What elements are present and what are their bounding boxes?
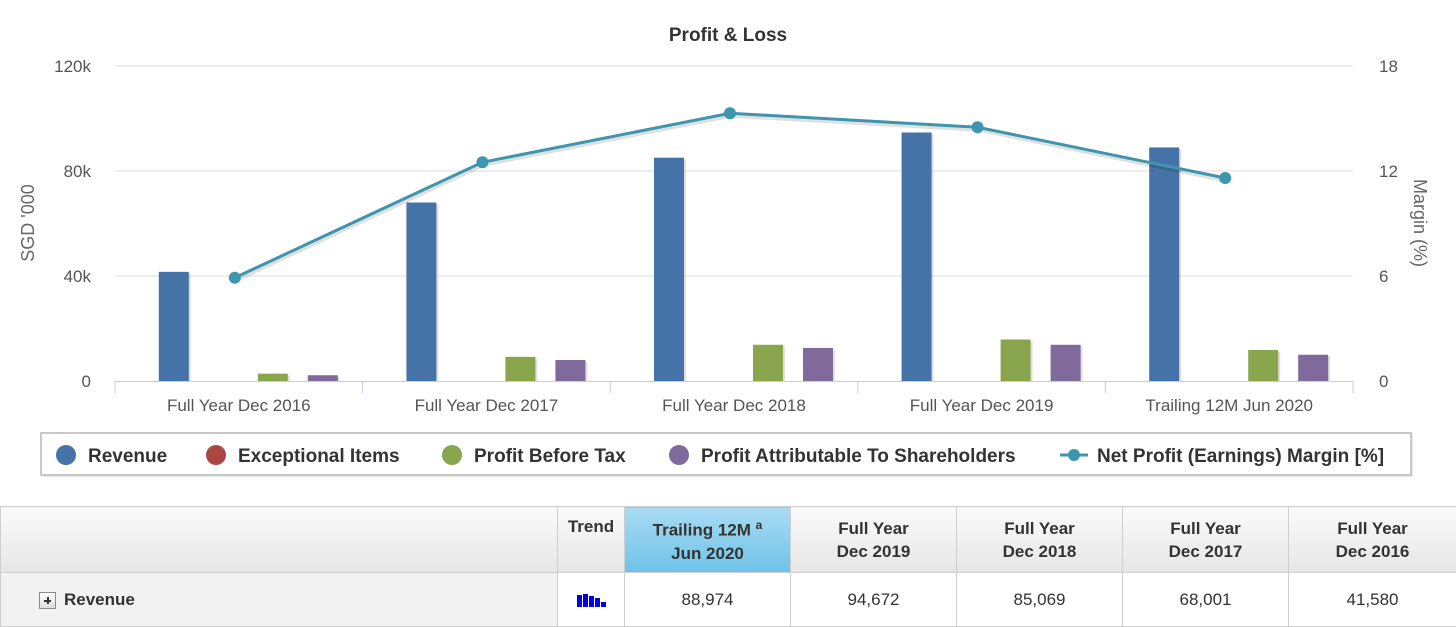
y-right-tick-label: 6 <box>1379 267 1388 286</box>
header-line2: Dec 2017 <box>1168 541 1243 561</box>
trend-cell[interactable] <box>557 572 625 627</box>
table-header-period[interactable]: Full Year Dec 2019 <box>790 506 957 573</box>
y-right-tick-label: 12 <box>1379 162 1398 181</box>
bar <box>1298 354 1329 381</box>
legend-marker <box>56 445 76 465</box>
header-footnote-marker: a <box>755 518 763 533</box>
y-left-tick-label: 40k <box>64 267 92 286</box>
table-header-trend: Trend <box>557 506 625 573</box>
header-line2: Dec 2018 <box>1002 541 1077 561</box>
y-left-axis-title: SGD '000 <box>18 184 38 261</box>
table-cell: 68,001 <box>1122 572 1289 627</box>
legend-label: Exceptional Items <box>238 446 400 467</box>
legend-label: Revenue <box>88 446 167 467</box>
legend-marker <box>1068 449 1080 461</box>
bar <box>307 375 338 381</box>
y-left-tick-label: 0 <box>82 372 91 391</box>
bar <box>257 373 288 381</box>
bar <box>505 356 536 381</box>
bar <box>1248 350 1279 381</box>
header-line1: Full Year <box>1004 518 1075 538</box>
margin-line <box>234 111 1226 280</box>
header-line1: Full Year <box>838 518 909 538</box>
table-header-period[interactable]: Full Year Dec 2017 <box>1122 506 1289 573</box>
margin-point <box>228 271 241 284</box>
table-header-row: Trend Trailing 12M a Jun 2020 Full Year … <box>0 506 1456 573</box>
x-tick-label: Full Year Dec 2017 <box>415 396 559 415</box>
profit-loss-chart: Profit & Loss 0 40k 80k 120k 0 6 12 18 SGD '000 Ma… <box>18 25 1430 477</box>
bar <box>1000 339 1031 381</box>
legend-label: Profit Attributable To Shareholders <box>701 446 1016 467</box>
y-left-tick-label: 120k <box>54 57 91 76</box>
header-line1: Trailing 12M <box>652 520 751 540</box>
legend-box <box>40 432 1412 476</box>
chart-title: Profit & Loss <box>669 25 787 46</box>
header-line2: Jun 2020 <box>671 543 744 563</box>
margin-point <box>724 107 736 120</box>
legend-label: Net Profit (Earnings) Margin [%] <box>1097 446 1384 467</box>
y-right-axis-title: Margin (%) <box>1410 179 1430 267</box>
header-line2: Dec 2016 <box>1335 541 1410 561</box>
line-shadow <box>234 112 1227 283</box>
table-cell: 88,974 <box>624 572 791 627</box>
y-right-tick-label: 0 <box>1379 372 1388 391</box>
row-label: Revenue <box>64 589 135 609</box>
row-label-cell: Revenue <box>0 572 558 627</box>
table-cell: 94,672 <box>790 572 957 627</box>
expand-plus-icon[interactable] <box>39 591 56 609</box>
x-tick-label: Full Year Dec 2018 <box>662 396 806 415</box>
financial-table: Trend Trailing 12M a Jun 2020 Full Year … <box>0 506 1456 627</box>
table-header-label <box>0 506 558 573</box>
table-cell: 41,580 <box>1288 572 1456 627</box>
table-header-period[interactable]: Full Year Dec 2018 <box>956 506 1123 573</box>
x-tick-label: Full Year Dec 2019 <box>910 396 1054 415</box>
x-tick-label: Trailing 12M Jun 2020 <box>1145 396 1313 415</box>
margin-point <box>1219 172 1232 184</box>
margin-point <box>476 156 489 169</box>
bar <box>803 347 833 381</box>
header-line1: Full Year <box>1170 518 1241 538</box>
x-tick-label: Full Year Dec 2016 <box>167 396 311 415</box>
y-left-tick-label: 80k <box>64 162 92 181</box>
header-line2: Dec 2019 <box>836 541 911 561</box>
table-header-period[interactable]: Trailing 12M a Jun 2020 <box>624 506 791 573</box>
bar <box>1149 147 1180 381</box>
trend-sparkbar-icon[interactable] <box>576 593 606 608</box>
legend-label: Profit Before Tax <box>474 446 626 467</box>
legend-marker <box>442 445 462 465</box>
bar <box>654 157 684 381</box>
y-right-tick-label: 18 <box>1379 57 1398 76</box>
chart-canvas: Profit & Loss 0 40k 80k 120k 0 6 12 18 SGD '000 Ma… <box>18 25 1430 477</box>
header-line1: Full Year <box>1337 518 1408 538</box>
bar <box>753 344 783 381</box>
table-cell: 85,069 <box>956 572 1123 627</box>
bar <box>1050 344 1081 381</box>
bar <box>901 132 932 381</box>
table-header-period[interactable]: Full Year Dec 2016 <box>1288 506 1456 573</box>
bar <box>158 271 189 381</box>
bar <box>555 360 586 381</box>
table-row: Revenue 88,974 94,672 85,069 68,001 41,5… <box>0 572 1456 627</box>
legend-marker <box>669 445 689 465</box>
legend-marker <box>206 445 226 465</box>
margin-point <box>971 121 984 134</box>
bar <box>406 202 437 381</box>
